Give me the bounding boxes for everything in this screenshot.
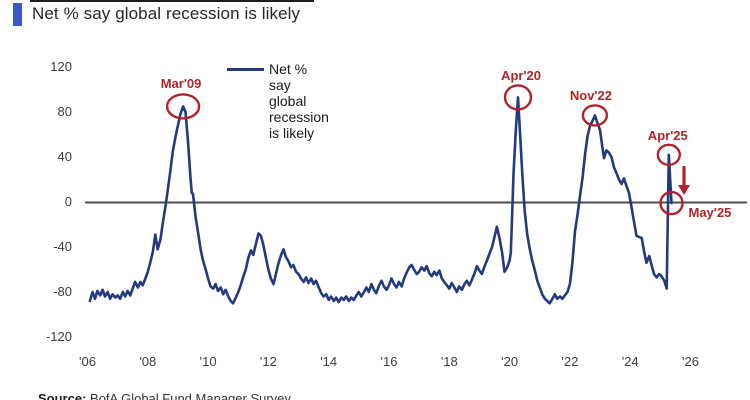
x-axis-tick: '16 [380, 354, 398, 369]
annotation-label-nov22: Nov'22 [569, 88, 612, 104]
y-axis-tick: -120 [45, 329, 72, 344]
annotation-circle-mar09 [165, 93, 201, 120]
x-axis-tick: '12 [259, 354, 277, 369]
x-axis-tick: '08 [139, 354, 157, 369]
annotation-circle-nov22 [581, 104, 609, 127]
y-axis-tick: 120 [50, 59, 72, 74]
annotation-label-apr20: Apr'20 [501, 68, 542, 84]
x-axis-tick: '10 [199, 354, 217, 369]
x-axis-tick: '24 [621, 354, 639, 369]
page-title: Net % say global recession is likely [32, 4, 301, 23]
annotation-label-apr25: Apr'25 [647, 127, 688, 143]
drop-arrow-head-icon [678, 185, 690, 195]
source-label: Source: [38, 391, 87, 400]
annotation-circle-may25 [659, 190, 684, 216]
y-axis-tick: 40 [57, 149, 72, 164]
title-accent-bar [13, 3, 22, 26]
x-axis-tick: '06 [79, 354, 96, 369]
annotation-label-may25: May'25 [688, 205, 732, 221]
x-axis-tick: '22 [561, 354, 579, 369]
annotation-circle-apr20 [503, 84, 533, 111]
annotation-label-mar09: Mar'09 [160, 76, 202, 92]
y-axis-tick: 80 [57, 104, 72, 119]
y-axis-tick: -40 [53, 239, 72, 254]
source-text: BofA Global Fund Manager Survey [86, 391, 291, 400]
x-axis-tick: '26 [682, 354, 699, 369]
legend-label: Net % say global recession is likely [269, 61, 329, 141]
legend-line-swatch [227, 68, 264, 71]
recession-series-line [88, 96, 673, 305]
x-axis-tick: '14 [320, 354, 338, 369]
x-axis-tick: '20 [501, 354, 519, 369]
annotation-circle-apr25 [656, 143, 681, 167]
y-axis-tick: 0 [64, 194, 72, 209]
x-axis-tick: '18 [440, 354, 458, 369]
source-note: Source: BofA Global Fund Manager Survey [38, 391, 291, 400]
top-border-line [30, 0, 314, 2]
y-axis-tick: -80 [53, 284, 72, 299]
